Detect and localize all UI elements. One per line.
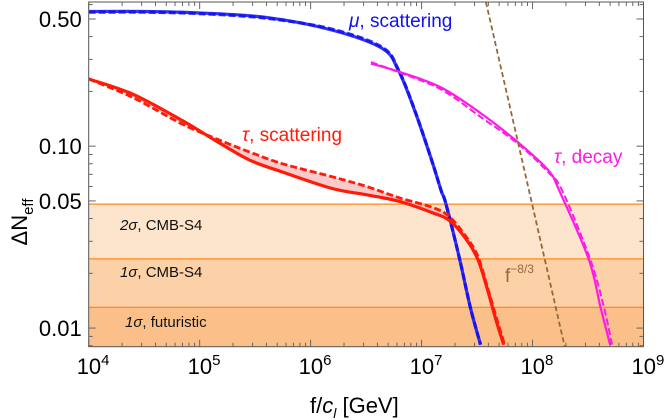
x-tick-label: 109 [632, 352, 664, 379]
series-line-5-dashed [370, 61, 613, 345]
y-axis-title: ΔNeff [7, 198, 37, 246]
series-label-tau-decay: τ, decay [554, 147, 623, 168]
x-tick-base: 10 [521, 354, 545, 379]
x-tick-label: 106 [299, 352, 332, 379]
x-tick-label: 107 [410, 352, 443, 379]
x-tick-exponent: 6 [323, 352, 331, 369]
x-tick-base: 10 [188, 354, 212, 379]
series-label-tau-scattering: τ, scattering [242, 125, 342, 146]
x-tick-base: 10 [299, 354, 323, 379]
series-line-6-dashed [485, 2, 566, 347]
y-tick-label: 0.01 [39, 316, 82, 341]
curves [88, 2, 613, 347]
x-tick-exponent: 5 [212, 352, 220, 369]
series-line-4-solid [370, 62, 612, 345]
band-label-1sigma-futuristic: 1σ, futuristic [125, 314, 207, 331]
x-tick-exponent: 7 [434, 352, 442, 369]
series-label-mu-scattering: μ, scattering [348, 11, 452, 32]
x-tick-exponent: 4 [101, 352, 109, 369]
x-tick-base: 10 [77, 354, 101, 379]
y-tick-label: 0.10 [39, 134, 82, 159]
x-tick-base: 10 [632, 354, 656, 379]
band-fill-2 [88, 307, 644, 347]
sensitivity-bands [88, 203, 644, 347]
x-tick-exponent: 8 [545, 352, 553, 369]
x-tick-label: 104 [77, 352, 110, 379]
y-tick-label: 0.50 [39, 7, 82, 32]
band-label-1sigma-cmbs4: 1σ, CMB-S4 [120, 264, 202, 281]
x-tick-exponent: 9 [656, 352, 664, 369]
y-tick-label: 0.05 [39, 189, 82, 214]
x-tick-label: 105 [188, 352, 221, 379]
x-axis-title: f/cl [GeV] [310, 393, 399, 420]
series-line-3-dashed [88, 77, 506, 346]
x-tick-label: 108 [521, 352, 554, 379]
x-tick-base: 10 [410, 354, 434, 379]
band-label-2sigma-cmbs4: 2σ, CMB-S4 [119, 217, 202, 234]
series-line-1-dashed [88, 10, 483, 346]
series-label-power-law: f−8/3 [505, 262, 534, 287]
